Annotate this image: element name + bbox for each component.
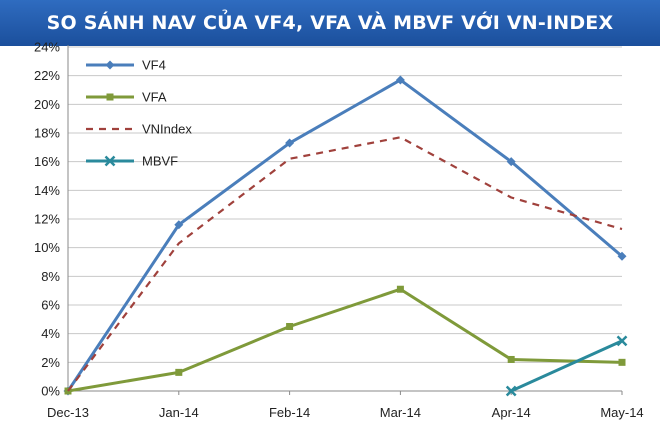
y-tick-label: 12% <box>34 212 60 227</box>
chart-title-banner: SO SÁNH NAV CỦA VF4, VFA VÀ MBVF VỚI VN-… <box>0 0 660 46</box>
series-line-mbvf <box>510 339 623 393</box>
legend-label-vf4: VF4 <box>142 58 166 73</box>
x-tick-label: Mar-14 <box>380 405 421 420</box>
data-point-vf4 <box>506 157 516 167</box>
x-tick-label: Dec-13 <box>47 405 89 420</box>
y-tick-label: 8% <box>41 269 60 284</box>
x-tick-label: May-14 <box>600 405 643 420</box>
y-tick-label: 2% <box>41 355 60 370</box>
y-tick-label: 6% <box>41 298 60 313</box>
y-tick-label: 16% <box>34 154 60 169</box>
legend-label-mbvf: MBVF <box>142 154 178 169</box>
data-point-mbvf <box>616 335 628 347</box>
data-point-vfa <box>286 323 294 330</box>
y-tick-label: 18% <box>34 126 60 141</box>
y-tick-label: 14% <box>34 183 60 198</box>
x-tick-label: Apr-14 <box>492 405 531 420</box>
legend-label-vfa: VFA <box>142 90 167 105</box>
series-line-vf4 <box>66 78 623 392</box>
y-tick-label: 4% <box>41 326 60 341</box>
y-tick-label: 22% <box>34 68 60 83</box>
data-point-vf4 <box>285 138 295 148</box>
y-tick-label: 24% <box>34 40 60 55</box>
y-tick-label: 20% <box>34 97 60 112</box>
legend-marker-mbvf <box>104 155 116 167</box>
data-point-vfa <box>507 355 515 363</box>
y-tick-label: 0% <box>41 384 60 399</box>
x-tick-label: Feb-14 <box>269 405 310 420</box>
data-point-vf4 <box>617 251 627 261</box>
data-point-vfa <box>396 285 404 293</box>
x-tick-label: Jan-14 <box>159 405 199 420</box>
data-point-vfa <box>618 358 626 366</box>
series-line-vfa <box>67 287 623 393</box>
data-point-vfa <box>175 368 183 376</box>
legend-label-vnindex: VNIndex <box>142 122 192 137</box>
legend-marker-vf4 <box>105 60 115 70</box>
y-tick-label: 10% <box>34 240 60 255</box>
series-line-vnindex <box>67 136 623 392</box>
legend-marker-vfa <box>106 93 114 101</box>
data-point-vf4 <box>395 75 405 85</box>
data-point-vf4 <box>174 220 184 230</box>
data-point-mbvf <box>505 385 517 397</box>
